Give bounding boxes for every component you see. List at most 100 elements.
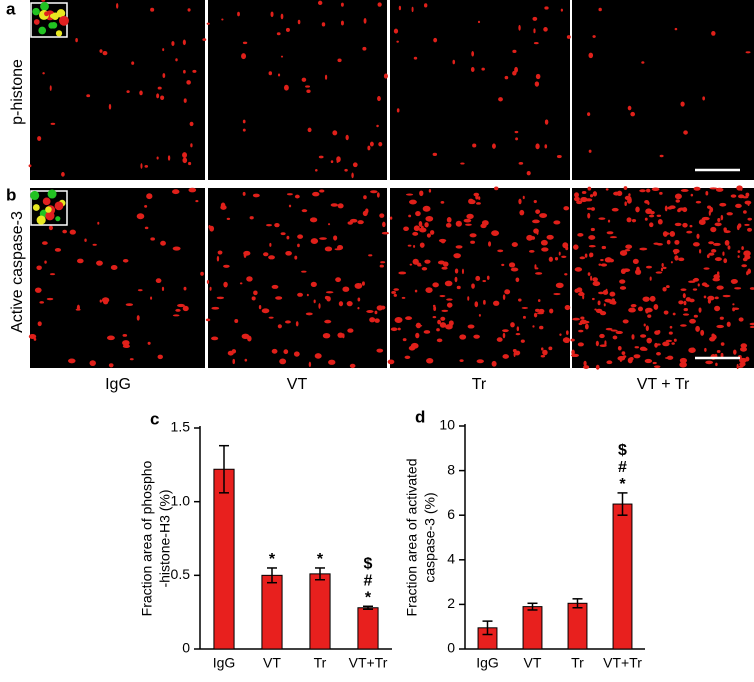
cell-dot <box>415 324 423 327</box>
cell-dot <box>226 217 231 220</box>
cell-dot <box>407 244 412 247</box>
cell-dot <box>186 80 191 85</box>
cell-dot <box>444 280 453 287</box>
cell-dot <box>472 143 477 148</box>
cell-dot <box>189 121 194 127</box>
cell-dot <box>108 103 112 110</box>
error-bar <box>572 598 583 609</box>
cell-dot <box>297 243 300 248</box>
cell-dot <box>691 347 695 352</box>
cell-dot <box>377 96 381 102</box>
error-bar <box>482 620 493 636</box>
cell-dot <box>663 310 669 315</box>
cell-dot <box>722 251 725 256</box>
cell-dot <box>512 348 517 353</box>
bar <box>357 607 379 650</box>
cell-dot <box>703 295 707 299</box>
cell-dot <box>324 319 332 324</box>
cell-dot <box>749 287 754 290</box>
cell-dot <box>342 333 345 339</box>
cell-dot <box>640 334 647 338</box>
cell-dot <box>182 305 189 312</box>
cell-dot <box>606 360 613 365</box>
cell-dot <box>310 238 319 244</box>
cell-dot <box>667 206 673 210</box>
cell-dot <box>546 234 554 240</box>
cell-dot <box>486 275 490 280</box>
cell-dot <box>426 358 434 364</box>
cell-dot <box>306 293 309 297</box>
cell-dot <box>708 241 715 245</box>
cell-dot <box>202 38 207 41</box>
cell-dot <box>717 218 721 223</box>
x-tick-label: Tr <box>571 655 584 671</box>
cell-dot <box>562 242 569 249</box>
cell-dot <box>424 259 431 264</box>
cell-dot <box>566 338 570 343</box>
cell-dot <box>398 5 402 11</box>
cell-dot <box>426 233 431 238</box>
cell-dot <box>662 287 667 292</box>
inset-cell <box>47 189 57 199</box>
inset-cell <box>36 215 46 225</box>
cell-dot <box>582 293 585 300</box>
cell-dot <box>77 258 84 264</box>
cell-dot <box>518 162 524 165</box>
cell-dot <box>108 363 114 368</box>
cell-dot <box>590 227 595 232</box>
cell-dot <box>749 325 754 329</box>
cell-dot <box>425 215 434 222</box>
cell-dot <box>49 273 56 276</box>
cell-dot <box>46 297 54 301</box>
cell-dot <box>419 190 424 197</box>
cell-dot <box>715 362 718 367</box>
cell-dot <box>574 192 580 198</box>
cell-dot <box>497 249 504 253</box>
cell-dot <box>683 130 688 135</box>
cell-dot <box>162 48 165 52</box>
cell-dot <box>592 35 596 38</box>
cell-dot <box>280 55 284 58</box>
cell-dot <box>714 222 722 227</box>
column-label: VT + Tr <box>637 376 690 393</box>
cell-dot <box>309 217 318 223</box>
cell-dot <box>463 218 472 223</box>
cell-dot <box>354 282 363 289</box>
cell-dot <box>313 299 316 304</box>
cell-dot <box>695 325 700 332</box>
cell-dot <box>125 303 134 306</box>
cell-dot <box>740 343 748 349</box>
cell-dot <box>634 269 642 275</box>
cell-dot <box>126 90 130 93</box>
cell-dot <box>697 283 700 287</box>
cell-dot <box>515 277 520 283</box>
bar <box>213 468 235 650</box>
cell-dot <box>244 358 248 362</box>
micrograph <box>572 0 754 180</box>
y-axis-label: Fraction area of activated <box>404 459 420 617</box>
inset-cell <box>45 206 52 213</box>
cell-dot <box>48 225 54 231</box>
cell-dot <box>363 18 367 24</box>
cell-dot <box>737 223 742 228</box>
cell-dot <box>337 58 342 63</box>
cell-dot <box>478 196 481 200</box>
cell-dot <box>542 349 548 356</box>
cell-dot <box>737 205 741 208</box>
cell-dot <box>598 263 602 266</box>
cell-dot <box>182 39 186 46</box>
cell-dot <box>720 342 725 346</box>
cell-dot <box>659 191 663 195</box>
cell-dot <box>137 289 143 292</box>
cell-dot <box>590 207 595 211</box>
cell-dot <box>512 49 517 54</box>
cell-dot <box>437 319 441 325</box>
cell-dot <box>379 213 385 218</box>
cell-dot <box>346 301 353 307</box>
cell-dot <box>653 242 660 245</box>
cell-dot <box>429 230 435 235</box>
cell-dot <box>232 358 236 365</box>
cell-dot <box>734 287 742 290</box>
cell-dot <box>285 320 291 324</box>
cell-dot <box>528 250 535 253</box>
